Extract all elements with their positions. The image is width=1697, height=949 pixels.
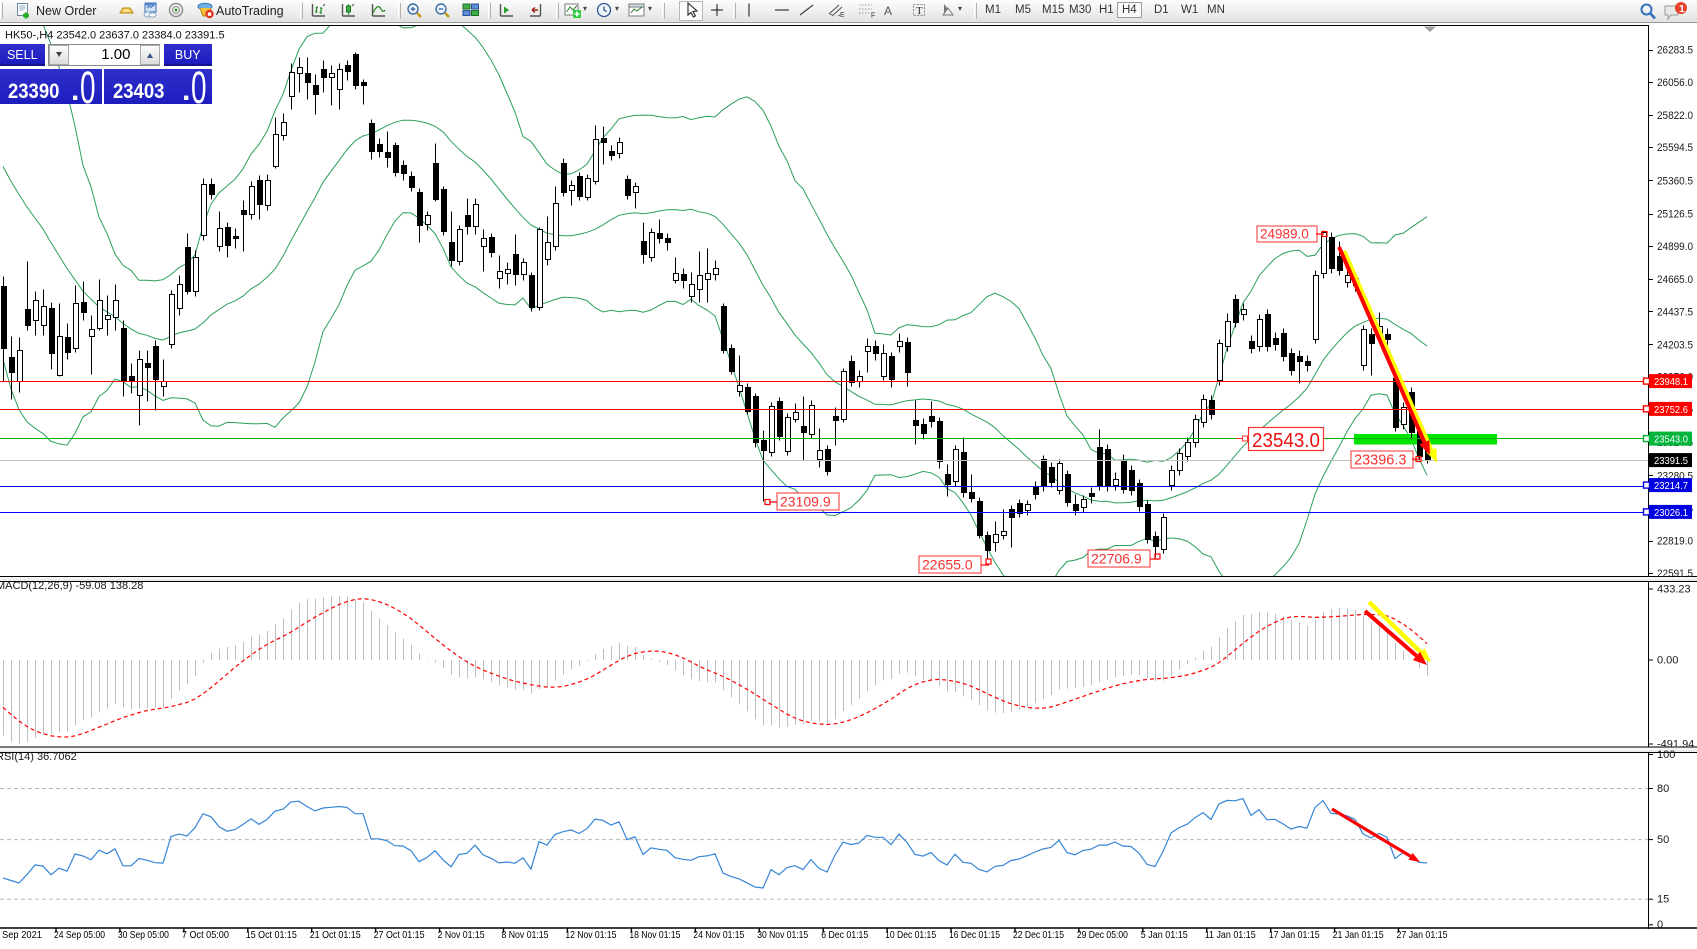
svg-text:MACD(12,26,9) -59.08 138.28: MACD(12,26,9) -59.08 138.28 — [0, 580, 143, 592]
svg-text:433.23: 433.23 — [1657, 584, 1691, 596]
svg-text:25822.0: 25822.0 — [1657, 110, 1693, 122]
svg-text:Sep 2021: Sep 2021 — [2, 929, 42, 941]
svg-text:26283.5: 26283.5 — [1657, 45, 1693, 57]
svg-text:0: 0 — [1657, 919, 1663, 931]
svg-text:24437.5: 24437.5 — [1657, 306, 1693, 318]
svg-text:26056.0: 26056.0 — [1657, 77, 1693, 89]
svg-text:2 Nov 01:15: 2 Nov 01:15 — [438, 929, 485, 941]
svg-text:10 Dec 01:15: 10 Dec 01:15 — [885, 929, 936, 941]
svg-text:30 Sep 05:00: 30 Sep 05:00 — [118, 929, 169, 941]
svg-text:22706.9: 22706.9 — [1091, 551, 1142, 567]
svg-text:23948.1: 23948.1 — [1654, 376, 1688, 388]
svg-text:23026.1: 23026.1 — [1654, 507, 1688, 519]
svg-text:23543.0: 23543.0 — [1252, 429, 1320, 452]
svg-text:80: 80 — [1657, 783, 1669, 795]
svg-text:23109.9: 23109.9 — [780, 494, 831, 510]
svg-text:29 Dec 05:00: 29 Dec 05:00 — [1077, 929, 1128, 941]
svg-text:E: E — [840, 12, 845, 18]
svg-text:15: 15 — [1657, 894, 1669, 906]
svg-text:RSI(14) 36.7062: RSI(14) 36.7062 — [0, 751, 77, 763]
svg-text:15 Oct 01:15: 15 Oct 01:15 — [246, 929, 297, 941]
svg-text:27 Jan 01:15: 27 Jan 01:15 — [1397, 929, 1448, 941]
svg-text:24 Nov 01:15: 24 Nov 01:15 — [693, 929, 744, 941]
svg-text:24989.0: 24989.0 — [1260, 227, 1309, 242]
svg-text:1: 1 — [1679, 3, 1685, 15]
svg-text:30 Nov 01:15: 30 Nov 01:15 — [757, 929, 808, 941]
svg-text:17 Jan 01:15: 17 Jan 01:15 — [1269, 929, 1320, 941]
svg-text:27 Oct 01:15: 27 Oct 01:15 — [374, 929, 425, 941]
svg-text:5 Jan 01:15: 5 Jan 01:15 — [1141, 929, 1188, 941]
svg-text:22591.5: 22591.5 — [1657, 568, 1693, 580]
svg-text:8 Nov 01:15: 8 Nov 01:15 — [502, 929, 549, 941]
svg-text:23543.0: 23543.0 — [1654, 434, 1688, 446]
svg-text:25126.5: 25126.5 — [1657, 209, 1693, 221]
svg-text:12 Nov 01:15: 12 Nov 01:15 — [565, 929, 616, 941]
svg-text:100: 100 — [1657, 749, 1675, 761]
svg-text:25360.5: 25360.5 — [1657, 175, 1693, 187]
svg-text:23214.7: 23214.7 — [1654, 480, 1688, 492]
svg-text:21 Jan 01:15: 21 Jan 01:15 — [1333, 929, 1384, 941]
svg-text:22655.0: 22655.0 — [922, 557, 973, 573]
svg-text:24203.5: 24203.5 — [1657, 339, 1693, 351]
svg-text:50: 50 — [1657, 834, 1669, 846]
svg-text:F: F — [871, 13, 875, 19]
svg-text:25594.5: 25594.5 — [1657, 142, 1693, 154]
svg-text:21 Oct 01:15: 21 Oct 01:15 — [310, 929, 361, 941]
svg-text:-491.94: -491.94 — [1657, 739, 1694, 751]
svg-text:23391.5: 23391.5 — [1654, 455, 1688, 467]
svg-text:24 Sep 05:00: 24 Sep 05:00 — [54, 929, 105, 941]
svg-text:6 Dec 01:15: 6 Dec 01:15 — [821, 929, 868, 941]
svg-text:7 Oct 05:00: 7 Oct 05:00 — [182, 929, 229, 941]
svg-text:22819.0: 22819.0 — [1657, 536, 1693, 548]
svg-text:22 Dec 01:15: 22 Dec 01:15 — [1013, 929, 1064, 941]
svg-text:0.00: 0.00 — [1657, 655, 1678, 667]
svg-text:23396.3: 23396.3 — [1354, 453, 1406, 469]
svg-text:18 Nov 01:15: 18 Nov 01:15 — [629, 929, 680, 941]
svg-text:11 Jan 01:15: 11 Jan 01:15 — [1205, 929, 1256, 941]
svg-text:T: T — [916, 5, 923, 17]
svg-text:23752.6: 23752.6 — [1654, 404, 1688, 416]
svg-text:24665.0: 24665.0 — [1657, 274, 1693, 286]
svg-text:24899.0: 24899.0 — [1657, 241, 1693, 253]
svg-text:16 Dec 01:15: 16 Dec 01:15 — [949, 929, 1000, 941]
svg-text:HK50-,H4 23542.0 23637.0 2338: HK50-,H4 23542.0 23637.0 23384.0 23391.5 — [5, 30, 225, 42]
